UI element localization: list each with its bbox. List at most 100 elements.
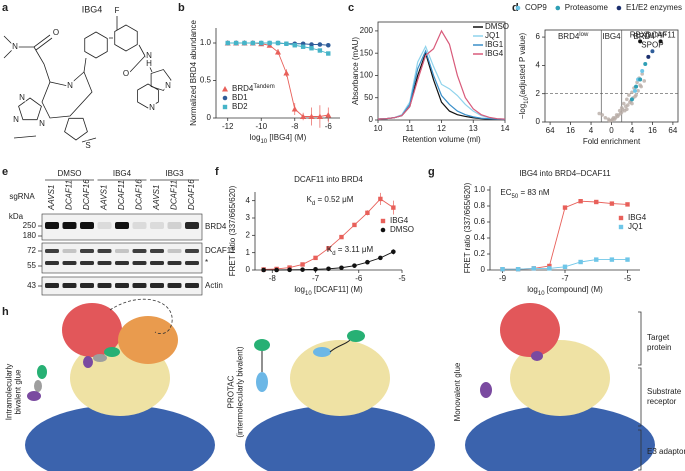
scene-label: Intramolecularly xyxy=(5,364,14,420)
legend-marker xyxy=(222,95,228,101)
atom-label: S xyxy=(85,141,90,150)
band xyxy=(62,283,77,288)
x-tick-label: 0 xyxy=(609,126,614,135)
data-point xyxy=(646,54,651,59)
panel-letter: b xyxy=(178,2,185,14)
label-part: EC xyxy=(500,188,511,197)
band xyxy=(97,222,112,229)
data-point xyxy=(600,113,605,117)
kda-label: kDa xyxy=(9,212,24,221)
data-point xyxy=(547,266,552,271)
y-tick-label: 4 xyxy=(246,196,251,205)
x-tick-label: 11 xyxy=(406,124,415,133)
band xyxy=(80,249,94,253)
x-tick-label: 64 xyxy=(668,126,677,135)
y-axis-label: Absorbance (mAU) xyxy=(351,37,360,105)
region-label: IBG4 xyxy=(602,32,621,41)
y-tick-label: 200 xyxy=(360,26,374,35)
glue xyxy=(93,354,107,362)
label-part: low xyxy=(579,32,589,38)
x-tick-label: -5 xyxy=(624,274,632,283)
data-point xyxy=(233,40,239,46)
label-part: log xyxy=(294,285,305,294)
band xyxy=(80,261,94,265)
series-line xyxy=(502,200,628,270)
x-tick-label: 4 xyxy=(589,126,594,135)
y-tick-label: 6 xyxy=(536,32,541,41)
data-point xyxy=(562,205,568,210)
label-part: = 0.52 μM xyxy=(315,195,354,204)
series-line xyxy=(377,29,506,120)
legend-marker xyxy=(515,5,521,11)
target-protein-2 xyxy=(118,316,178,364)
series-line xyxy=(377,49,506,121)
glue xyxy=(104,347,120,357)
data-point xyxy=(638,77,643,82)
y-tick-label: 0 xyxy=(207,113,212,122)
data-point xyxy=(365,259,370,265)
label-part: 50 xyxy=(512,194,519,200)
scene-3 xyxy=(465,303,655,471)
bond-ring xyxy=(150,69,172,91)
size-marker: 43 xyxy=(27,281,36,290)
bond-ring xyxy=(137,83,159,109)
data-point xyxy=(267,40,272,46)
scene-label: bivalent glue xyxy=(14,369,23,414)
x-axis-label: log10 [IBG4] (M) xyxy=(250,133,307,144)
label-part: 10 xyxy=(538,291,545,297)
data-point xyxy=(562,264,568,269)
point-label: DCAF11 xyxy=(646,30,677,39)
y-tick-label: 100 xyxy=(360,71,374,80)
legend-label: IBG4 xyxy=(390,216,409,225)
scene-label: Monovalent glue xyxy=(453,362,462,421)
component-label: E3 adaptor xyxy=(647,447,685,456)
atom-label: N xyxy=(67,81,73,90)
label-part: BRD4 xyxy=(232,84,254,93)
data-point xyxy=(633,88,638,93)
x-tick-label: -8 xyxy=(269,274,277,283)
label-part: Tandem xyxy=(253,84,274,90)
size-marker: 55 xyxy=(27,261,36,270)
data-point xyxy=(626,103,630,107)
band xyxy=(132,249,147,253)
substrate-receptor xyxy=(290,340,390,416)
band xyxy=(45,283,59,288)
band xyxy=(45,261,59,265)
x-tick-label: -7 xyxy=(312,274,320,283)
y-tick-label: 0.4 xyxy=(474,233,486,242)
data-point xyxy=(378,255,383,261)
scene-1 xyxy=(25,298,215,471)
x-tick-label: -8 xyxy=(291,122,299,131)
label-part: −log xyxy=(518,104,527,119)
data-point xyxy=(326,51,331,56)
x-tick-label: -10 xyxy=(255,122,267,131)
legend-marker xyxy=(222,104,228,110)
data-point xyxy=(597,111,602,116)
band xyxy=(62,261,77,265)
compound-name: IBG4 xyxy=(82,4,103,14)
lane-label: DCAF11 xyxy=(65,180,74,210)
bond-ring xyxy=(18,97,42,121)
atom-label: N xyxy=(39,119,45,128)
region-label: BRD4high xyxy=(634,32,667,42)
bonds xyxy=(3,16,153,143)
y-tick-label: 0.2 xyxy=(474,249,486,258)
y-tick-label: 150 xyxy=(360,48,374,57)
scene-2 xyxy=(245,330,435,471)
bracket xyxy=(638,311,642,471)
label-part: = 83 nM xyxy=(518,188,550,197)
size-marker: 72 xyxy=(27,246,36,255)
y-axis-label: Normalized BRD4 abundance xyxy=(189,20,198,126)
row-label: sgRNA xyxy=(9,192,35,201)
data-point xyxy=(275,40,281,46)
glue xyxy=(480,382,492,398)
band xyxy=(132,222,147,229)
atom-label: N xyxy=(165,81,171,90)
y-tick-label: 3 xyxy=(246,213,251,222)
band xyxy=(115,222,129,229)
data-point xyxy=(339,265,344,271)
bond-ring xyxy=(41,71,93,119)
glue xyxy=(34,380,42,392)
series-line xyxy=(263,198,394,270)
